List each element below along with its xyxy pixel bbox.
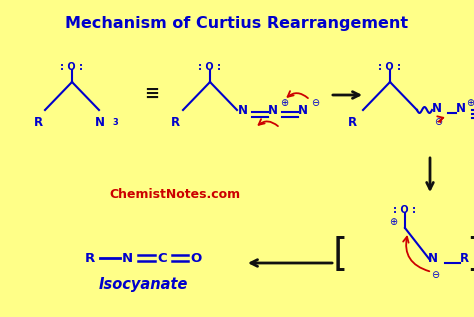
Text: ⊕: ⊕ xyxy=(466,98,474,108)
Text: ChemistNotes.com: ChemistNotes.com xyxy=(109,189,241,202)
Text: R: R xyxy=(460,251,469,264)
Text: N: N xyxy=(238,103,248,117)
Text: ⊖: ⊖ xyxy=(434,117,442,127)
Text: [: [ xyxy=(332,236,347,274)
Text: R: R xyxy=(85,251,95,264)
Text: O: O xyxy=(191,251,201,264)
Text: ⊖: ⊖ xyxy=(311,98,319,108)
Text: N: N xyxy=(456,101,466,114)
Text: R: R xyxy=(347,116,356,129)
Text: : O :: : O : xyxy=(199,62,221,72)
Text: : O :: : O : xyxy=(379,62,401,72)
Text: ⊖: ⊖ xyxy=(431,270,439,280)
Text: ]: ] xyxy=(466,236,474,274)
Text: R: R xyxy=(34,116,43,129)
Text: 3: 3 xyxy=(112,118,118,127)
Text: N: N xyxy=(95,116,105,129)
Text: : O :: : O : xyxy=(393,205,417,215)
Text: N: N xyxy=(121,251,133,264)
Text: N: N xyxy=(298,103,308,117)
Text: N: N xyxy=(428,251,438,264)
Text: ≡: ≡ xyxy=(145,85,160,103)
Text: C: C xyxy=(157,251,167,264)
Text: Mechanism of Curtius Rearrangement: Mechanism of Curtius Rearrangement xyxy=(65,16,409,31)
Text: N: N xyxy=(432,101,442,114)
Text: R: R xyxy=(171,116,180,129)
Text: Isocyanate: Isocyanate xyxy=(98,277,188,293)
Text: ⊕: ⊕ xyxy=(280,98,288,108)
Text: ⊕: ⊕ xyxy=(389,217,397,227)
Text: N: N xyxy=(268,103,278,117)
Text: : O :: : O : xyxy=(61,62,83,72)
